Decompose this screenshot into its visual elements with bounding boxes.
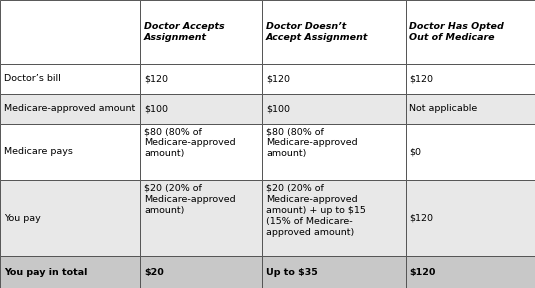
Text: $120: $120 bbox=[266, 74, 290, 83]
Text: $20 (20% of
Medicare-approved
amount): $20 (20% of Medicare-approved amount) bbox=[144, 183, 235, 215]
Bar bbox=[262, 256, 406, 288]
Text: $100: $100 bbox=[266, 104, 290, 113]
Bar bbox=[262, 180, 406, 256]
Text: Not applicable: Not applicable bbox=[409, 104, 478, 113]
Bar bbox=[262, 94, 406, 124]
Bar bbox=[406, 94, 535, 124]
Bar bbox=[140, 256, 262, 288]
Text: Doctor Has Opted
Out of Medicare: Doctor Has Opted Out of Medicare bbox=[409, 22, 504, 42]
Bar bbox=[0, 124, 140, 180]
Text: $100: $100 bbox=[144, 104, 168, 113]
Text: Medicare-approved amount: Medicare-approved amount bbox=[4, 104, 135, 113]
Bar bbox=[0, 256, 140, 288]
Text: $120: $120 bbox=[409, 268, 435, 277]
Bar bbox=[140, 124, 262, 180]
Text: You pay: You pay bbox=[4, 214, 41, 223]
Text: Medicare pays: Medicare pays bbox=[4, 147, 73, 156]
Bar bbox=[406, 64, 535, 94]
Bar bbox=[262, 0, 406, 64]
Text: Up to $35: Up to $35 bbox=[266, 268, 318, 277]
Text: $120: $120 bbox=[409, 74, 433, 83]
Text: $80 (80% of
Medicare-approved
amount): $80 (80% of Medicare-approved amount) bbox=[266, 127, 357, 158]
Bar bbox=[406, 256, 535, 288]
Bar bbox=[0, 0, 140, 64]
Bar bbox=[140, 64, 262, 94]
Text: Doctor’s bill: Doctor’s bill bbox=[4, 74, 60, 83]
Text: $120: $120 bbox=[409, 214, 433, 223]
Text: $120: $120 bbox=[144, 74, 168, 83]
Bar bbox=[406, 124, 535, 180]
Bar bbox=[140, 0, 262, 64]
Text: $20: $20 bbox=[144, 268, 164, 277]
Text: $0: $0 bbox=[409, 147, 421, 156]
Bar bbox=[406, 180, 535, 256]
Bar bbox=[262, 124, 406, 180]
Text: You pay in total: You pay in total bbox=[4, 268, 87, 277]
Text: Doctor Accepts
Assignment: Doctor Accepts Assignment bbox=[144, 22, 225, 42]
Bar bbox=[140, 94, 262, 124]
Bar bbox=[0, 64, 140, 94]
Text: Doctor Doesn’t
Accept Assignment: Doctor Doesn’t Accept Assignment bbox=[266, 22, 368, 42]
Bar bbox=[0, 180, 140, 256]
Text: $80 (80% of
Medicare-approved
amount): $80 (80% of Medicare-approved amount) bbox=[144, 127, 235, 158]
Bar bbox=[262, 64, 406, 94]
Text: $20 (20% of
Medicare-approved
amount) + up to $15
(15% of Medicare-
approved amo: $20 (20% of Medicare-approved amount) + … bbox=[266, 183, 366, 237]
Bar bbox=[140, 180, 262, 256]
Bar bbox=[406, 0, 535, 64]
Bar bbox=[0, 94, 140, 124]
